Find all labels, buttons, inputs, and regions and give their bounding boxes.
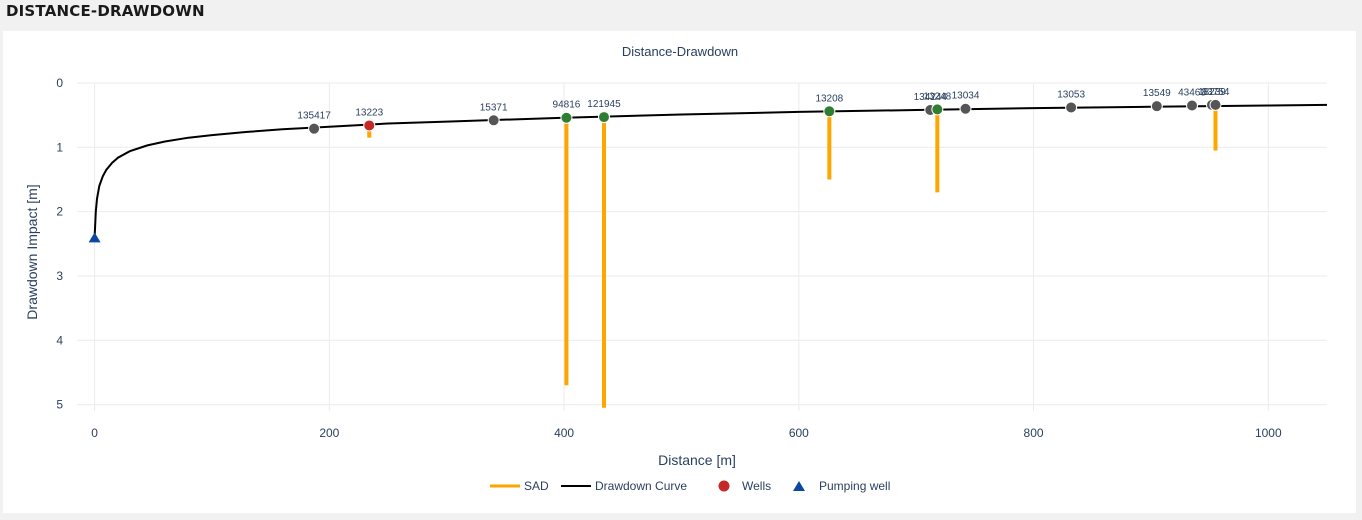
well-label: 121945 bbox=[587, 99, 621, 110]
y-tick-label: 0 bbox=[56, 76, 63, 90]
well-point bbox=[1065, 101, 1078, 114]
well-point bbox=[959, 102, 972, 115]
x-tick-label: 0 bbox=[91, 426, 98, 440]
well-points bbox=[88, 98, 1222, 243]
well-label: 13239 bbox=[1198, 87, 1226, 98]
legend-item-pumping-well[interactable]: Pumping well bbox=[793, 479, 890, 493]
x-tick-label: 400 bbox=[554, 426, 574, 440]
legend-item-sad[interactable]: SAD bbox=[490, 479, 549, 493]
well-point bbox=[308, 122, 321, 135]
y-axis-title: Drawdown Impact [m] bbox=[24, 184, 40, 319]
well-label: 13223 bbox=[355, 107, 383, 118]
legend-item-drawdown-curve[interactable]: Drawdown Curve bbox=[561, 479, 687, 493]
well-label: 43463 bbox=[1178, 88, 1206, 99]
y-tick-label: 4 bbox=[56, 333, 63, 347]
pumping-well-marker bbox=[88, 232, 101, 243]
well-label: 135417 bbox=[297, 111, 331, 122]
well-point bbox=[597, 111, 610, 124]
legend-sad-label: SAD bbox=[524, 479, 549, 493]
well-label: 94816 bbox=[553, 100, 581, 111]
well-point bbox=[1150, 100, 1163, 113]
y-tick-label: 3 bbox=[56, 269, 63, 283]
x-tick-label: 1000 bbox=[1255, 426, 1282, 440]
y-tick-label: 2 bbox=[56, 205, 63, 219]
legend-curve-label: Drawdown Curve bbox=[595, 479, 687, 493]
well-point bbox=[363, 119, 376, 132]
well-point bbox=[1186, 99, 1199, 112]
legend-pumping-label: Pumping well bbox=[819, 479, 890, 493]
legend-item-wells[interactable]: Wells bbox=[718, 479, 772, 493]
well-point bbox=[823, 105, 836, 118]
chart-title: Distance-Drawdown bbox=[622, 44, 738, 59]
well-label: 13549 bbox=[1143, 88, 1171, 99]
legend[interactable]: SAD Drawdown Curve Wells Pumping well bbox=[490, 479, 890, 493]
well-label: 13248 bbox=[923, 91, 951, 102]
drawdown-curve-layer bbox=[93, 103, 1328, 238]
well-label: 15371 bbox=[480, 102, 508, 113]
x-tick-label: 200 bbox=[319, 426, 339, 440]
legend-pumping-swatch bbox=[793, 481, 805, 491]
y-tick-label: 5 bbox=[56, 398, 63, 412]
well-point bbox=[1209, 98, 1222, 111]
well-label: 134244 bbox=[914, 92, 948, 103]
legend-wells-label: Wells bbox=[742, 479, 771, 493]
drawdown-curve bbox=[93, 103, 1328, 238]
sad-bars bbox=[367, 104, 1218, 408]
well-point bbox=[931, 103, 944, 116]
legend-wells-swatch bbox=[718, 480, 730, 492]
axis-ticks: 0 200 400 600 800 1000 0 1 2 3 4 5 bbox=[56, 76, 1282, 440]
x-tick-label: 800 bbox=[1024, 426, 1044, 440]
well-point bbox=[560, 111, 573, 124]
well-label: 13034 bbox=[952, 91, 980, 102]
x-axis-title: Distance [m] bbox=[658, 452, 736, 468]
y-tick-label: 1 bbox=[56, 140, 63, 154]
grid bbox=[77, 82, 1327, 411]
chart-panel: 135417 13223 15371 94816 121945 13208 134244 13… bbox=[3, 31, 1356, 513]
well-label: 13208 bbox=[815, 93, 843, 104]
x-tick-label: 600 bbox=[789, 426, 809, 440]
well-label: 83754 bbox=[1202, 87, 1230, 98]
well-point bbox=[487, 114, 500, 127]
well-label: 13053 bbox=[1057, 89, 1085, 100]
section-title: DISTANCE-DRAWDOWN bbox=[6, 2, 205, 20]
